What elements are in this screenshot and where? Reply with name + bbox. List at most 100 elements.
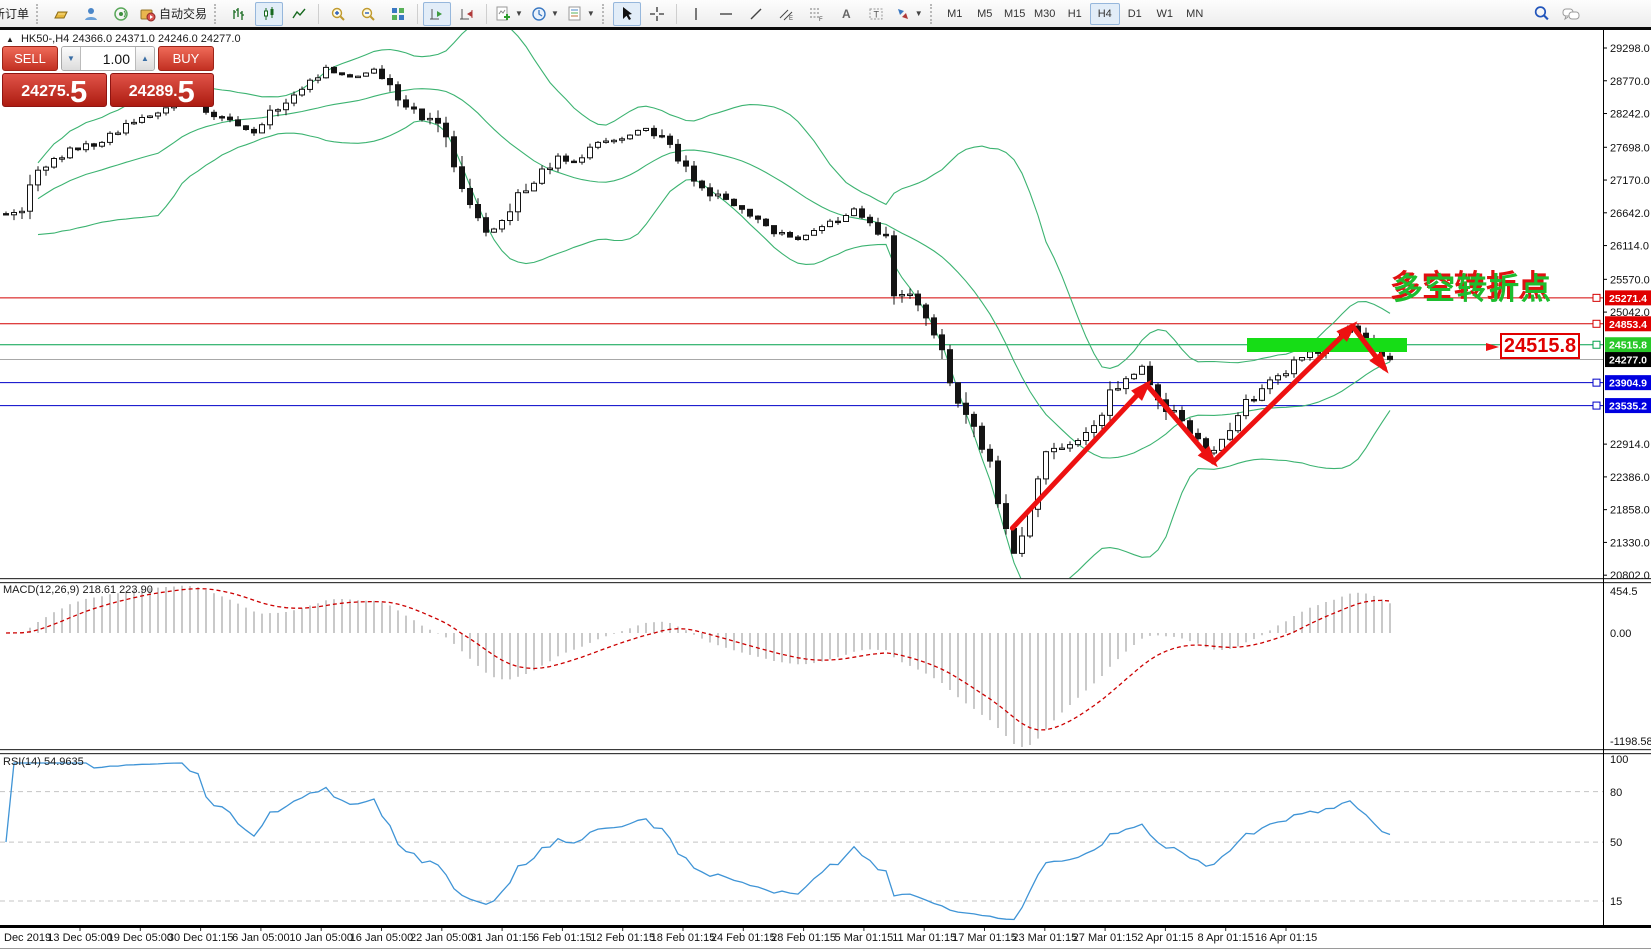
svg-text:23904.9: 23904.9 bbox=[1609, 378, 1647, 390]
buy-price[interactable]: 24289. 5 bbox=[109, 73, 214, 107]
autotrading-button[interactable]: 自动交易 bbox=[137, 2, 210, 26]
buy-button[interactable]: BUY bbox=[158, 46, 214, 71]
svg-text:E: E bbox=[789, 16, 793, 22]
turning-point-annotation[interactable]: 多空转折点 bbox=[1393, 273, 1553, 306]
timeframe-d1[interactable]: D1 bbox=[1127, 7, 1142, 20]
price-callout-box[interactable]: 24515.8 bbox=[1500, 333, 1580, 359]
toolbar-separator bbox=[486, 3, 488, 24]
toolbar-drag-handle bbox=[36, 3, 43, 24]
rsi-line bbox=[5, 762, 1391, 921]
new-order-button[interactable]: 新订单 bbox=[0, 2, 32, 26]
symbol-period-label: HK50-,H4 bbox=[20, 33, 70, 45]
chart-shift-icon[interactable] bbox=[453, 2, 481, 26]
crosshair-icon[interactable] bbox=[643, 2, 671, 26]
trend-arrows[interactable] bbox=[1009, 321, 1499, 531]
volume-decrease-button[interactable]: ▼ bbox=[62, 47, 81, 70]
timeframe-m15[interactable]: M15 bbox=[1004, 7, 1026, 20]
sell-price[interactable]: 24275. 5 bbox=[2, 73, 107, 107]
time-axis-label: 23 Mar 01:15 bbox=[1012, 932, 1077, 944]
sell-button[interactable]: SELL bbox=[2, 46, 58, 71]
community-icon[interactable] bbox=[77, 2, 105, 26]
time-axis-label: 31 Jan 01:15 bbox=[470, 932, 534, 944]
svg-text:0.00: 0.00 bbox=[1610, 628, 1631, 640]
svg-text:21858.0: 21858.0 bbox=[1610, 505, 1650, 517]
svg-text:25271.4: 25271.4 bbox=[1609, 293, 1647, 305]
timeframe-mn[interactable]: MN bbox=[1186, 7, 1204, 20]
time-axis-label: Dec 2019 bbox=[4, 932, 51, 944]
text-label-icon[interactable]: T bbox=[862, 2, 890, 26]
time-axis-label: 17 Mar 01:15 bbox=[952, 932, 1017, 944]
timeframe-m30[interactable]: M30 bbox=[1034, 7, 1056, 20]
svg-text:29298.0: 29298.0 bbox=[1610, 43, 1650, 55]
tile-windows-icon[interactable] bbox=[384, 2, 412, 26]
svg-text:27170.0: 27170.0 bbox=[1610, 175, 1650, 187]
chat-icon[interactable] bbox=[1557, 2, 1585, 26]
cursor-icon[interactable] bbox=[612, 1, 641, 26]
toolbar-drag-handle bbox=[214, 3, 221, 24]
one-click-trading-panel: SELL ▼ ▲ BUY 24275.5 24289.5 bbox=[2, 46, 214, 107]
timeframe-m1[interactable]: M1 bbox=[947, 7, 963, 20]
line-chart-icon[interactable] bbox=[285, 2, 313, 26]
autotrading-label: 自动交易 bbox=[159, 7, 208, 21]
time-axis-label: 11 Mar 01:15 bbox=[892, 932, 956, 944]
volume-increase-button[interactable]: ▲ bbox=[135, 47, 154, 70]
timeframe-h1[interactable]: H1 bbox=[1067, 7, 1082, 20]
search-icon[interactable] bbox=[1527, 2, 1555, 26]
time-axis-label: 18 Feb 01:15 bbox=[651, 932, 716, 944]
svg-text:27698.0: 27698.0 bbox=[1610, 142, 1650, 154]
indicators-button[interactable]: ▼ bbox=[492, 2, 526, 26]
time-axis-label: 10 Jan 05:00 bbox=[289, 932, 353, 944]
time-axis-label: 16 Apr 01:15 bbox=[1255, 932, 1317, 944]
volume-input[interactable] bbox=[81, 47, 135, 70]
timeframe-w1[interactable]: W1 bbox=[1156, 7, 1173, 20]
price-axis[interactable]: 29298.0 28770.0 28242.0 27698.0 27170.0 26642… bbox=[1603, 30, 1651, 925]
timeframe-m5[interactable]: M5 bbox=[977, 7, 993, 20]
auto-scroll-icon[interactable] bbox=[423, 1, 452, 26]
time-axis-label: 19 Dec 05:00 bbox=[108, 932, 173, 944]
macd-histogram bbox=[13, 585, 1391, 747]
time-axis-label: 30 Dec 01:15 bbox=[168, 932, 233, 944]
channel-icon[interactable]: E bbox=[772, 2, 800, 26]
pane-separators[interactable] bbox=[0, 578, 1651, 949]
gold-icon[interactable] bbox=[47, 2, 75, 26]
zoom-in-icon[interactable] bbox=[324, 2, 352, 26]
zoom-out-icon[interactable] bbox=[354, 2, 382, 26]
new-order-label: 新订单 bbox=[0, 7, 30, 21]
toolbar-separator bbox=[675, 3, 677, 24]
ohlc-values-label: 24366.0 24371.0 24246.0 24277.0 bbox=[72, 33, 241, 45]
arrow-objects-button[interactable]: ▼ bbox=[892, 2, 926, 26]
svg-text:454.5: 454.5 bbox=[1610, 586, 1638, 598]
price-level-lines[interactable] bbox=[0, 293, 1603, 410]
chart-window-title: ▲ HK50-,H4 24366.0 24371.0 24246.0 24277… bbox=[6, 33, 241, 45]
trendline-icon[interactable] bbox=[742, 2, 770, 26]
svg-text:22386.0: 22386.0 bbox=[1610, 472, 1650, 484]
rsi-indicator-label: RSI(14) 54.9635 bbox=[3, 756, 84, 768]
candles bbox=[3, 64, 1393, 557]
bar-chart-icon[interactable] bbox=[225, 2, 253, 26]
toolbar-separator bbox=[318, 3, 320, 24]
time-axis-label: 27 Mar 01:15 bbox=[1073, 932, 1138, 944]
svg-text:24515.8: 24515.8 bbox=[1609, 340, 1647, 352]
macd-signal-line bbox=[5, 587, 1391, 731]
time-axis-label: 6 Jan 05:00 bbox=[232, 932, 290, 944]
templates-button[interactable]: ▼ bbox=[564, 2, 598, 26]
periods-button[interactable]: ▼ bbox=[528, 2, 562, 26]
svg-text:100: 100 bbox=[1610, 754, 1628, 766]
text-icon[interactable]: A bbox=[832, 2, 860, 26]
vertical-line-icon[interactable] bbox=[682, 2, 710, 26]
rsi-level-lines bbox=[0, 791, 1603, 902]
collapse-arrow-icon[interactable]: ▲ bbox=[6, 35, 14, 44]
timeframe-h4[interactable]: H4 bbox=[1089, 2, 1120, 25]
chevron-down-icon: ▼ bbox=[914, 9, 923, 18]
horizontal-line-icon[interactable] bbox=[712, 2, 740, 26]
volume-box: ▼ ▲ bbox=[61, 46, 155, 71]
fibonacci-icon[interactable]: F bbox=[802, 2, 830, 26]
candlestick-icon[interactable] bbox=[255, 1, 284, 26]
svg-text:20802.0: 20802.0 bbox=[1610, 570, 1650, 582]
time-axis-label: 28 Feb 01:15 bbox=[771, 932, 836, 944]
signals-icon[interactable] bbox=[107, 2, 135, 26]
svg-text:T: T bbox=[873, 9, 879, 19]
time-axis-label: 24 Feb 01:15 bbox=[711, 932, 776, 944]
